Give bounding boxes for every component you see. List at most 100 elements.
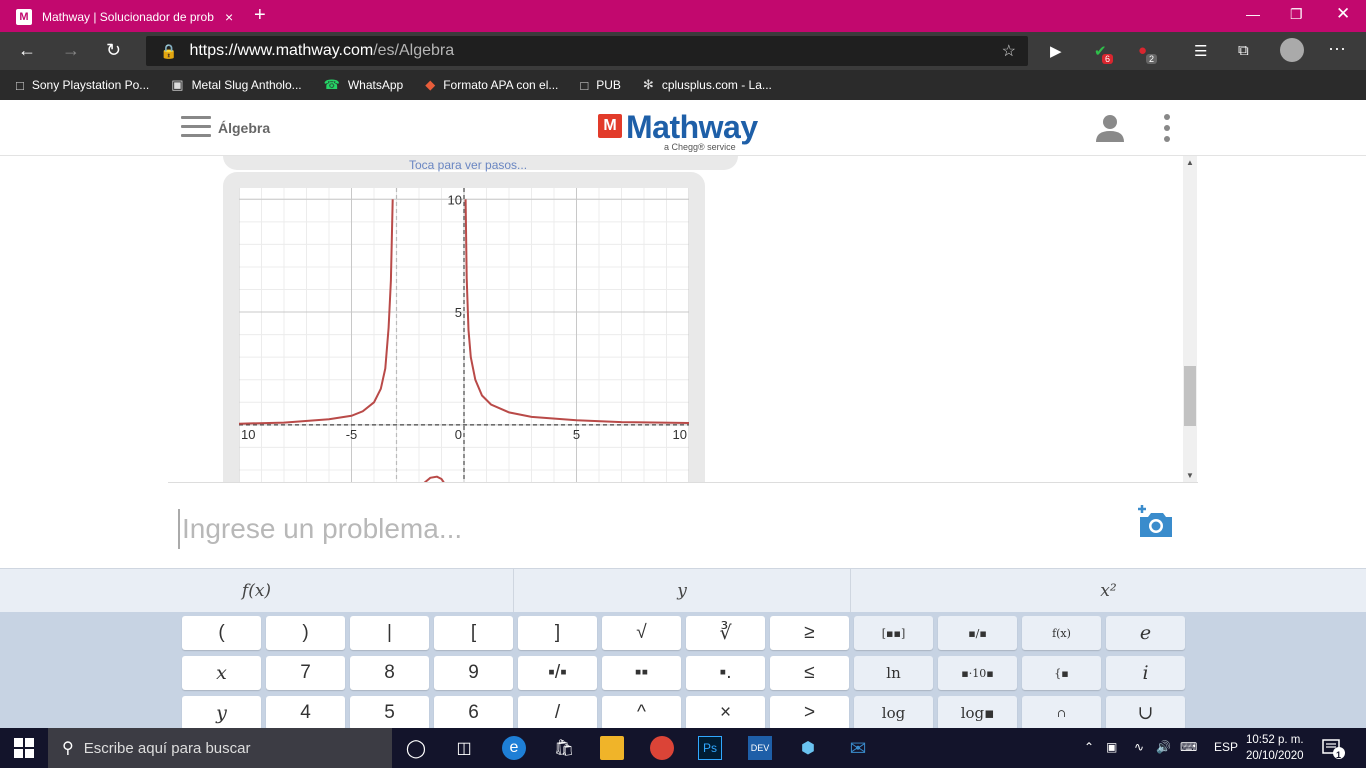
- bookmark-item[interactable]: □ Sony Playstation Po...: [16, 78, 149, 93]
- minimize-icon[interactable]: —: [1246, 6, 1260, 22]
- url-field[interactable]: 🔒 https://www.mathway.com/es/Algebra ☆: [146, 36, 1028, 66]
- devcpp-icon[interactable]: DEV: [748, 736, 772, 760]
- bookmark-item[interactable]: □ PUB: [580, 78, 621, 93]
- extension-cursor-icon[interactable]: ▶: [1050, 43, 1062, 60]
- keyboard-key[interactable]: y: [182, 696, 261, 728]
- bookmark-item[interactable]: ◆ Formato APA con el...: [425, 77, 558, 93]
- page-icon: □: [16, 77, 24, 93]
- mail-icon[interactable]: ✉: [849, 737, 867, 760]
- forward-icon[interactable]: →: [62, 40, 80, 60]
- clock[interactable]: 10:52 p. m. 20/10/2020: [1246, 732, 1304, 764]
- wifi-icon[interactable]: ∿: [1134, 740, 1145, 754]
- keyboard-key[interactable]: ln: [854, 656, 933, 690]
- scroll-down-icon[interactable]: ▼: [1186, 471, 1194, 480]
- keyboard-key[interactable]: ∪: [1106, 696, 1185, 728]
- photoshop-icon[interactable]: Ps: [698, 736, 722, 760]
- new-tab-button[interactable]: +: [254, 4, 266, 26]
- app-header: Álgebra M Mathway a Chegg® service: [0, 100, 1366, 156]
- keyboard-key[interactable]: log▪: [938, 696, 1017, 728]
- show-hidden-icons[interactable]: ⌃: [1084, 740, 1095, 754]
- maximize-icon[interactable]: ❐: [1290, 6, 1303, 22]
- network-icon[interactable]: ▣: [1106, 740, 1118, 754]
- volume-icon[interactable]: 🔊: [1156, 740, 1171, 754]
- file-explorer-icon[interactable]: [600, 736, 624, 760]
- tap-for-steps-link[interactable]: Toca para ver pasos...: [409, 158, 528, 172]
- keyboard-key[interactable]: i: [1106, 656, 1185, 690]
- keyboard-key[interactable]: log: [854, 696, 933, 728]
- problem-input[interactable]: [178, 509, 1078, 549]
- mathway-logo-icon: M: [598, 114, 622, 138]
- keyboard-key[interactable]: /: [518, 696, 597, 728]
- keyboard-key[interactable]: ≥: [770, 616, 849, 650]
- keyboard-key[interactable]: ^: [602, 696, 681, 728]
- profile-avatar-icon[interactable]: [1280, 38, 1304, 62]
- scroll-up-icon[interactable]: ▲: [1186, 158, 1194, 167]
- keyboard-key[interactable]: ∩: [1022, 696, 1101, 728]
- keyboard-key[interactable]: 7: [266, 656, 345, 690]
- back-icon[interactable]: ←: [18, 40, 36, 60]
- bookmark-item[interactable]: ✻ cplusplus.com - La...: [643, 77, 772, 93]
- windows-start-icon[interactable]: [14, 738, 34, 758]
- previous-answer-bubble[interactable]: Toca para ver pasos...: [223, 156, 738, 172]
- keyboard-key[interactable]: ≤: [770, 656, 849, 690]
- keyboard-key[interactable]: 9: [434, 656, 513, 690]
- favorite-star-icon[interactable]: ☆: [1001, 43, 1016, 60]
- hamburger-menu-icon[interactable]: [181, 116, 211, 138]
- function-graph[interactable]: 10 -5 0 5 10 5 10: [239, 188, 689, 482]
- keyboard-key[interactable]: x: [182, 656, 261, 690]
- tab-close-icon[interactable]: ×: [225, 9, 234, 25]
- tab-function[interactable]: f(x): [0, 569, 514, 612]
- camera-icon[interactable]: [1136, 505, 1176, 541]
- bookmark-item[interactable]: ▣ Metal Slug Antholo...: [171, 77, 301, 93]
- language-indicator[interactable]: ESP: [1214, 740, 1239, 754]
- keyboard-key[interactable]: e: [1106, 616, 1185, 650]
- keyboard-key[interactable]: ▪/▪: [938, 616, 1017, 650]
- keyboard-key[interactable]: ∛: [686, 616, 765, 650]
- keyboard-key[interactable]: [: [434, 616, 513, 650]
- logo-text: Mathway: [626, 109, 758, 145]
- keyboard-key[interactable]: ]: [518, 616, 597, 650]
- keyboard-key[interactable]: >: [770, 696, 849, 728]
- virtualbox-icon[interactable]: ⬢: [801, 740, 815, 757]
- keyboard-key[interactable]: f(x): [1022, 616, 1101, 650]
- keyboard-key[interactable]: ▪▪: [602, 656, 681, 690]
- keyboard-key[interactable]: ): [266, 616, 345, 650]
- chat-scrollbar[interactable]: ▲ ▼: [1183, 156, 1197, 482]
- edge-browser-icon[interactable]: e: [502, 736, 526, 760]
- store-icon[interactable]: 🛍: [553, 740, 575, 757]
- user-account-icon[interactable]: [1094, 112, 1126, 144]
- keyboard-key[interactable]: (: [182, 616, 261, 650]
- notifications-icon[interactable]: [1322, 738, 1346, 760]
- keyboard-key[interactable]: {▪: [1022, 656, 1101, 690]
- keyboard-key[interactable]: √: [602, 616, 681, 650]
- more-menu-icon[interactable]: ···: [1328, 38, 1346, 58]
- keyboard-icon[interactable]: ⌨: [1180, 740, 1198, 754]
- favorites-list-icon[interactable]: ☰: [1194, 43, 1208, 60]
- keyboard-key[interactable]: 6: [434, 696, 513, 728]
- refresh-icon[interactable]: ↻: [106, 40, 122, 60]
- keyboard-key[interactable]: ×: [686, 696, 765, 728]
- mathway-logo[interactable]: M Mathway a Chegg® service: [598, 109, 758, 152]
- close-window-icon[interactable]: ✕: [1336, 4, 1351, 23]
- collections-icon[interactable]: ⧉: [1238, 42, 1249, 59]
- browser-tab[interactable]: M Mathway | Solucionador de prob ×: [8, 2, 246, 32]
- tab-y[interactable]: y: [514, 569, 851, 612]
- math-keyboard: () |[] √ ∛ ≥ [▪▪] ▪/▪ f(x) e x 7 8 9 ▪/▪ ▪▪ ▪. ≤ ln ▪·10▪{…: [0, 612, 1366, 728]
- cortana-icon[interactable]: ◯: [405, 737, 427, 758]
- scrollbar-thumb[interactable]: [1184, 366, 1196, 426]
- extension-stop-icon[interactable]: ●: [1138, 42, 1148, 59]
- keyboard-key[interactable]: ▪·10▪: [938, 656, 1017, 690]
- tab-x-squared[interactable]: x²: [1100, 580, 1117, 601]
- keyboard-key[interactable]: 8: [350, 656, 429, 690]
- chrome-icon[interactable]: [650, 736, 674, 760]
- keyboard-key[interactable]: |: [350, 616, 429, 650]
- keyboard-key[interactable]: ▪/▪: [518, 656, 597, 690]
- keyboard-key[interactable]: ▪.: [686, 656, 765, 690]
- keyboard-key[interactable]: 5: [350, 696, 429, 728]
- task-view-icon[interactable]: ◫: [456, 740, 472, 757]
- options-menu-icon[interactable]: [1164, 114, 1170, 147]
- keyboard-key[interactable]: 4: [266, 696, 345, 728]
- keyboard-key[interactable]: [▪▪]: [854, 616, 933, 650]
- bookmark-item[interactable]: ☎ WhatsApp: [324, 77, 404, 93]
- taskbar-search[interactable]: ⚲ Escribe aquí para buscar: [48, 728, 392, 768]
